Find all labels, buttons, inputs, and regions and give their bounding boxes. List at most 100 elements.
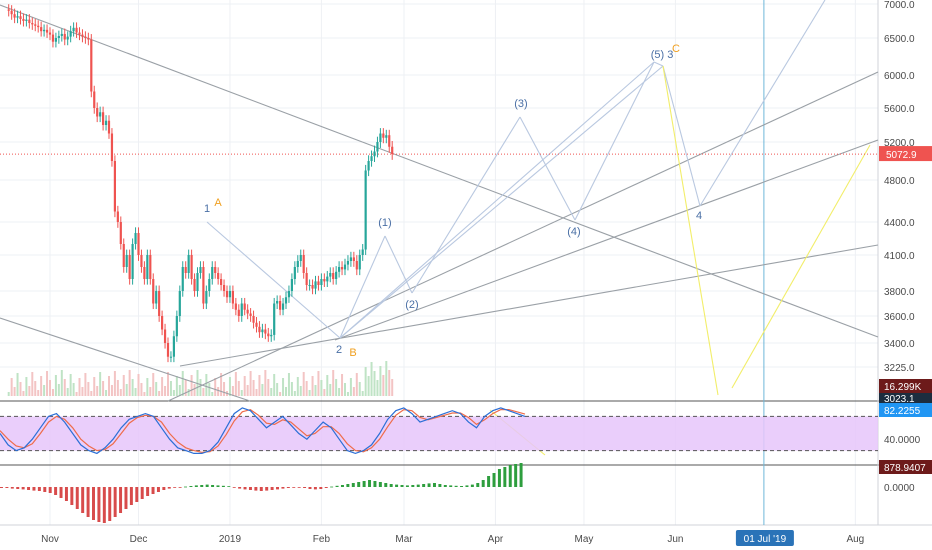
candle-body: [131, 244, 134, 279]
candle-body: [279, 301, 282, 310]
candle-body: [66, 36, 69, 40]
macd-bar: [184, 486, 187, 488]
macd-bar: [378, 482, 382, 487]
macd-bar: [303, 487, 307, 488]
trend-line: [699, 0, 826, 207]
volume-bar: [199, 379, 202, 396]
volume-bar: [299, 386, 302, 396]
volume-bar: [40, 376, 43, 396]
candle-body: [281, 303, 285, 310]
macd-bar: [340, 485, 344, 487]
macd-bar: [221, 485, 225, 487]
volume-bar: [140, 383, 143, 396]
volume-bar: [267, 379, 270, 396]
wave-label-blue: (4): [567, 226, 580, 238]
volume-bar: [385, 361, 388, 396]
macd-bar: [124, 487, 128, 509]
volume-bar: [361, 391, 364, 396]
macd-bar: [70, 487, 74, 505]
volume-bar: [54, 375, 57, 396]
candle-body: [60, 33, 63, 36]
macd-badge-label: 878.9407: [884, 463, 926, 474]
candle-body: [137, 233, 140, 255]
macd-bar: [173, 487, 177, 488]
volume-bar: [205, 374, 208, 396]
macd-bar: [470, 484, 474, 487]
volume-bar: [320, 380, 323, 396]
trend-line: [519, 116, 576, 221]
candle-body: [10, 10, 13, 15]
volume-bar: [190, 375, 193, 396]
candle-body: [99, 112, 102, 117]
stoch-k-line: [0, 407, 526, 455]
price-tick-label: 5200.0: [884, 138, 915, 149]
volume-bar: [258, 375, 261, 396]
macd-bar: [492, 473, 496, 487]
candle-body: [161, 316, 164, 330]
candle-body: [308, 285, 311, 286]
wave-label-orange: C: [672, 43, 680, 55]
macd-bar: [384, 483, 388, 487]
macd-bar: [330, 486, 334, 488]
time-tick-label: Feb: [313, 534, 331, 545]
macd-bar: [75, 487, 79, 509]
candle-body: [240, 303, 243, 316]
volume-bar: [349, 378, 352, 396]
macd-panel: [0, 463, 523, 523]
macd-bar: [10, 487, 14, 489]
time-axis[interactable]: Nov Dec 2019 Feb Mar Apr May Jun Aug 01 Jul '19: [41, 530, 864, 546]
candle-body: [140, 255, 143, 267]
macd-bar: [427, 483, 431, 487]
volume-bar: [60, 370, 63, 396]
time-tick-label: May: [574, 534, 593, 545]
time-tick-label: Dec: [130, 534, 148, 545]
volume-bar: [128, 370, 131, 396]
macd-bar: [432, 483, 436, 487]
candle-body: [87, 38, 90, 40]
price-tick-label: 5600.0: [884, 104, 915, 115]
candle-body: [379, 133, 382, 142]
trend-line: [339, 61, 655, 339]
candle-body: [323, 279, 326, 282]
candle-body: [373, 151, 376, 157]
macd-bar: [368, 480, 372, 487]
candle-body: [361, 249, 364, 255]
candle-body: [19, 16, 22, 19]
volume-bar: [184, 380, 187, 396]
candle-body: [143, 267, 146, 279]
candle-body: [178, 291, 181, 316]
candle-body: [326, 276, 329, 282]
volume-bar: [231, 386, 234, 396]
time-tick-label: Apr: [488, 534, 504, 545]
volume-bar: [193, 384, 196, 396]
volume-bars: [7, 361, 394, 396]
macd-bar: [216, 485, 220, 487]
candle-body: [134, 233, 137, 244]
volume-bar: [187, 389, 190, 396]
candle-body: [343, 264, 347, 270]
price-axis[interactable]: 7000.0 6500.0 6000.0 5600.0 5200.0 4800.0 4400…: [879, 0, 932, 494]
candle-body: [214, 267, 217, 273]
trend-line: [0, 4, 879, 338]
volume-bar: [93, 377, 96, 396]
trendline-drawings[interactable]: [0, 0, 879, 456]
trend-line: [339, 65, 664, 339]
candle-body: [152, 279, 155, 304]
candle-body: [376, 142, 379, 152]
volume-bar: [167, 372, 169, 396]
volume-bar: [391, 379, 394, 396]
volume-bar: [161, 377, 164, 396]
volume-bar: [158, 391, 161, 396]
volume-bar: [110, 385, 113, 396]
candle-body: [119, 222, 122, 244]
candle-body: [273, 303, 276, 335]
candle-body: [84, 36, 87, 38]
wave-label-orange: B: [349, 347, 356, 359]
volume-bar: [164, 386, 167, 396]
price-tick-label: 7000.0: [884, 0, 915, 11]
macd-bar: [400, 485, 404, 487]
candle-body: [243, 303, 246, 310]
candle-body: [338, 267, 341, 272]
